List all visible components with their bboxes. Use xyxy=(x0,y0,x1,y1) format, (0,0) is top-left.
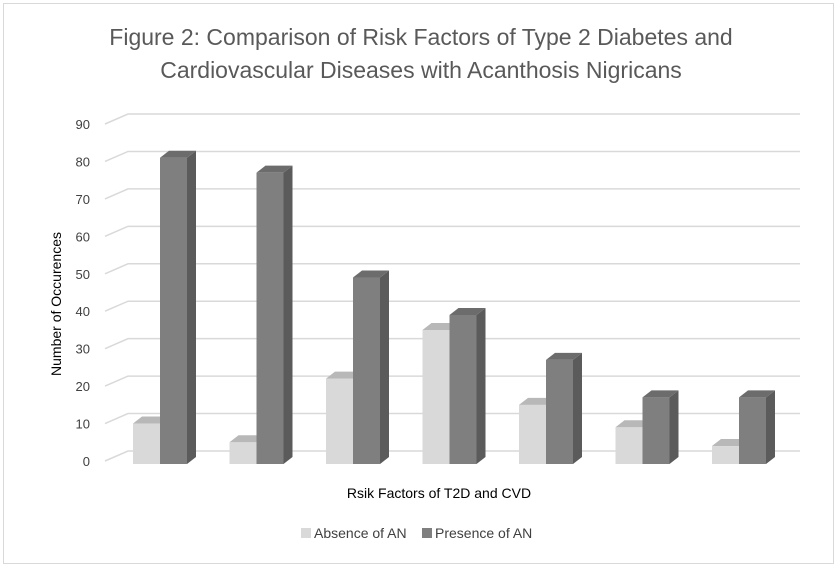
bar-front xyxy=(326,378,353,464)
y-tick-label: 70 xyxy=(76,192,90,207)
bar-front xyxy=(353,277,380,464)
gridlines xyxy=(104,113,800,462)
bar-side xyxy=(476,307,486,464)
bar-top xyxy=(449,307,486,315)
legend-item: Absence of AN xyxy=(301,525,407,541)
y-tick-label: 90 xyxy=(76,117,90,132)
bar-front xyxy=(422,329,450,464)
y-tick-label: 0 xyxy=(83,454,90,469)
y-axis-ticks: 0 10 20 30 40 50 60 70 80 90 xyxy=(76,117,90,469)
legend-label: Presence of AN xyxy=(435,525,532,541)
bar-front xyxy=(256,172,284,464)
bar-chart: Figure 2: Comparison of Risk Factors of … xyxy=(48,24,800,541)
bar-side xyxy=(573,352,582,464)
y-tick-label: 40 xyxy=(76,304,90,319)
bar-top xyxy=(739,390,775,398)
gridline xyxy=(104,188,800,200)
bar-front xyxy=(160,157,187,464)
bar-front xyxy=(712,446,739,464)
bar-side xyxy=(187,150,196,464)
bars xyxy=(133,150,775,464)
x-axis-label: Rsik Factors of T2D and CVD xyxy=(347,485,531,501)
bar-front xyxy=(739,397,766,464)
gridline xyxy=(104,113,800,125)
bar xyxy=(353,270,389,464)
bar-front xyxy=(133,423,160,464)
bar xyxy=(739,390,775,464)
chart-title-line-1: Figure 2: Comparison of Risk Factors of … xyxy=(109,24,732,50)
bar xyxy=(256,165,293,464)
gridline xyxy=(104,337,800,350)
y-tick-label: 30 xyxy=(76,342,90,357)
bar xyxy=(449,307,486,464)
y-tick-label: 60 xyxy=(76,229,90,244)
bar-front xyxy=(519,404,546,464)
legend-item: Presence of AN xyxy=(422,525,532,541)
bar-top xyxy=(546,352,582,360)
y-tick-label: 80 xyxy=(76,154,90,169)
y-tick-label: 10 xyxy=(76,417,90,432)
bar-front xyxy=(229,442,257,464)
bar xyxy=(546,352,582,464)
bar-front xyxy=(615,427,643,464)
bar-top xyxy=(642,390,679,398)
bar-side xyxy=(283,165,293,464)
bar-front xyxy=(642,397,670,464)
legend-swatch xyxy=(422,528,432,538)
gridline xyxy=(104,150,800,163)
bar-top xyxy=(160,150,196,158)
bar-side xyxy=(669,390,679,464)
y-axis-label: Number of Occurences xyxy=(48,232,64,376)
bar-side xyxy=(380,270,389,464)
bar-side xyxy=(766,390,775,464)
chart-title-line-2: Cardiovascular Diseases with Acanthosis … xyxy=(160,57,682,83)
bar-top xyxy=(256,165,293,173)
bar-front xyxy=(449,314,477,464)
gridline xyxy=(104,225,800,238)
bar xyxy=(160,150,196,464)
bar-front xyxy=(546,359,573,464)
gridline xyxy=(104,263,800,275)
legend-label: Absence of AN xyxy=(314,525,407,541)
legend: Absence of AN Presence of AN xyxy=(301,525,532,541)
y-tick-label: 50 xyxy=(76,267,90,282)
bar-top xyxy=(353,270,389,278)
gridline xyxy=(104,300,800,312)
chart-frame: Figure 2: Comparison of Risk Factors of … xyxy=(3,3,834,564)
bar xyxy=(642,390,679,464)
legend-swatch xyxy=(301,528,311,538)
y-tick-label: 20 xyxy=(76,379,90,394)
